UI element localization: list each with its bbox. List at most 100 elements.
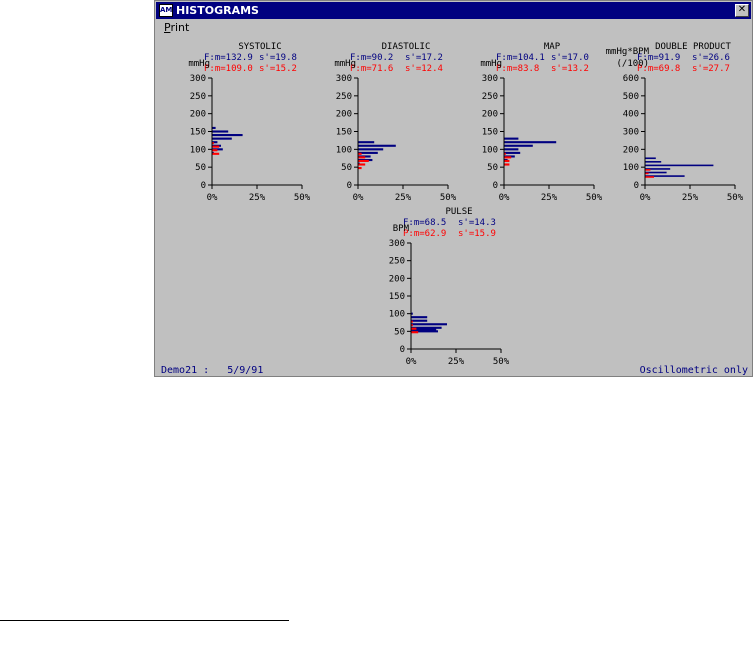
stat-mean-0-0: F:m=132.9 [204,53,253,63]
x-tick-label-1-1: 25% [395,193,412,203]
y-tick-label-3-6: 600 [623,74,639,84]
bar-F-2-3 [504,148,519,151]
y-tick-label-0-0: 0 [201,181,206,191]
y-tick-label-0-6: 300 [190,74,206,84]
stat-sd-4-0: s'=14.3 [458,218,496,228]
stat-sd-0-0: s'=19.8 [259,53,297,63]
stat-mean-2-1: P:m=83.8 [496,64,539,74]
x-tick-label-3-0: 0% [640,193,651,203]
bar-P-3-1 [645,172,649,175]
stat-mean-0-1: P:m=109.0 [204,64,253,74]
x-tick-label-1-0: 0% [353,193,364,203]
bar-P-4-3 [411,320,413,323]
x-tick-label-2-2: 50% [586,193,603,203]
bar-F-0-7 [212,126,216,129]
chart-title-0: SYSTOLIC [238,42,281,52]
y-tick-label-0-3: 150 [190,128,206,138]
y-tick-label-3-5: 500 [623,92,639,102]
bar-F-1-3 [358,151,378,154]
footer-rule [0,620,289,621]
bar-P-0-3 [212,142,214,145]
bar-P-2-2 [504,156,512,159]
y-tick-label-0-4: 200 [190,110,206,120]
stat-sd-1-0: s'=17.2 [405,53,443,63]
bar-P-0-1 [212,149,218,152]
x-tick-label-3-1: 25% [682,193,699,203]
x-tick-label-4-0: 0% [406,357,417,367]
bar-F-4-0 [411,330,438,333]
stat-sd-2-0: s'=17.0 [551,53,589,63]
bar-P-1-4 [358,152,362,155]
y-tick-label-0-1: 50 [195,163,206,173]
bar-F-3-5 [645,157,656,160]
stat-mean-1-0: F:m=90.2 [350,53,393,63]
y-tick-label-1-1: 50 [341,163,352,173]
y-tick-label-2-6: 300 [482,74,498,84]
y-axis-label-2-0: mmHg [480,59,502,69]
stat-mean-1-1: P:m=71.6 [350,64,393,74]
stat-mean-4-0: F:m=68.5 [403,218,446,228]
bar-F-1-4 [358,148,384,151]
window-title: HISTOGRAMS [176,4,259,17]
menu-item-print-label: rint [170,21,190,34]
bar-F-3-1 [645,171,667,174]
bar-F-3-2 [645,168,671,170]
stat-mean-4-1: P:m=62.9 [403,229,446,239]
y-tick-label-3-0: 0 [634,181,639,191]
menu-bar: Print [156,20,751,36]
chart-title-4: PULSE [445,207,472,217]
bar-P-1-1 [358,163,366,166]
bar-P-0-2 [212,145,220,148]
x-tick-label-0-2: 50% [294,193,311,203]
bar-P-3-0 [645,176,654,178]
x-tick-label-2-0: 0% [499,193,510,203]
bar-F-1-5 [358,144,396,147]
y-tick-label-1-0: 0 [347,181,352,191]
x-tick-label-3-2: 50% [727,193,744,203]
y-tick-label-2-1: 50 [487,163,498,173]
y-axis-label-4-0: BPM [393,224,410,234]
y-tick-label-3-2: 200 [623,145,639,155]
y-tick-label-0-2: 100 [190,145,206,155]
close-button[interactable]: ✕ [735,4,749,17]
bar-F-4-4 [411,319,428,322]
bar-P-1-2 [358,159,369,162]
app-icon[interactable]: AM [159,4,173,17]
y-axis-label-1-0: mmHg [334,59,356,69]
y-tick-label-4-2: 100 [389,310,405,320]
y-axis-label-0-0: mmHg [188,59,210,69]
y-tick-label-2-4: 200 [482,110,498,120]
y-tick-label-1-2: 100 [336,145,352,155]
stat-mean-3-1: P:m=69.8 [637,64,680,74]
chart-title-2: MAP [544,42,561,52]
title-bar[interactable]: AM HISTOGRAMS ✕ [156,2,751,19]
bar-F-4-2 [411,326,442,329]
bar-F-4-3 [411,323,447,326]
bar-F-3-4 [645,161,662,163]
y-tick-label-1-6: 300 [336,74,352,84]
y-tick-label-4-3: 150 [389,292,405,302]
menu-item-print[interactable]: Print [164,21,189,34]
bar-P-2-0 [504,163,510,166]
x-tick-label-2-1: 25% [541,193,558,203]
bar-F-0-5 [212,134,243,137]
stat-sd-0-1: s'=15.2 [259,64,297,74]
bar-P-2-1 [504,159,510,162]
bar-F-2-2 [504,151,521,154]
stat-sd-3-1: s'=27.7 [692,64,730,74]
status-patient-date: Demo21 : 5/9/91 [161,365,264,376]
bar-F-0-4 [212,137,232,140]
bar-P-1-3 [358,156,366,159]
y-tick-label-4-0: 0 [400,345,405,355]
y-axis-label-3-1: (/100) [616,59,649,69]
bar-P-4-0 [411,331,419,334]
stat-sd-3-0: s'=26.6 [692,53,730,63]
y-tick-label-4-5: 250 [389,257,405,267]
y-tick-label-4-6: 300 [389,239,405,249]
stat-sd-2-1: s'=13.2 [551,64,589,74]
stat-mean-3-0: F:m=91.9 [637,53,680,63]
histograms-window: AM HISTOGRAMS ✕ Print SYSTOLIC F:m=132.9 s… [154,0,753,377]
bar-P-2-3 [504,152,506,155]
y-tick-label-2-2: 100 [482,145,498,155]
status-measurement-mode: Oscillometric only [639,365,748,376]
